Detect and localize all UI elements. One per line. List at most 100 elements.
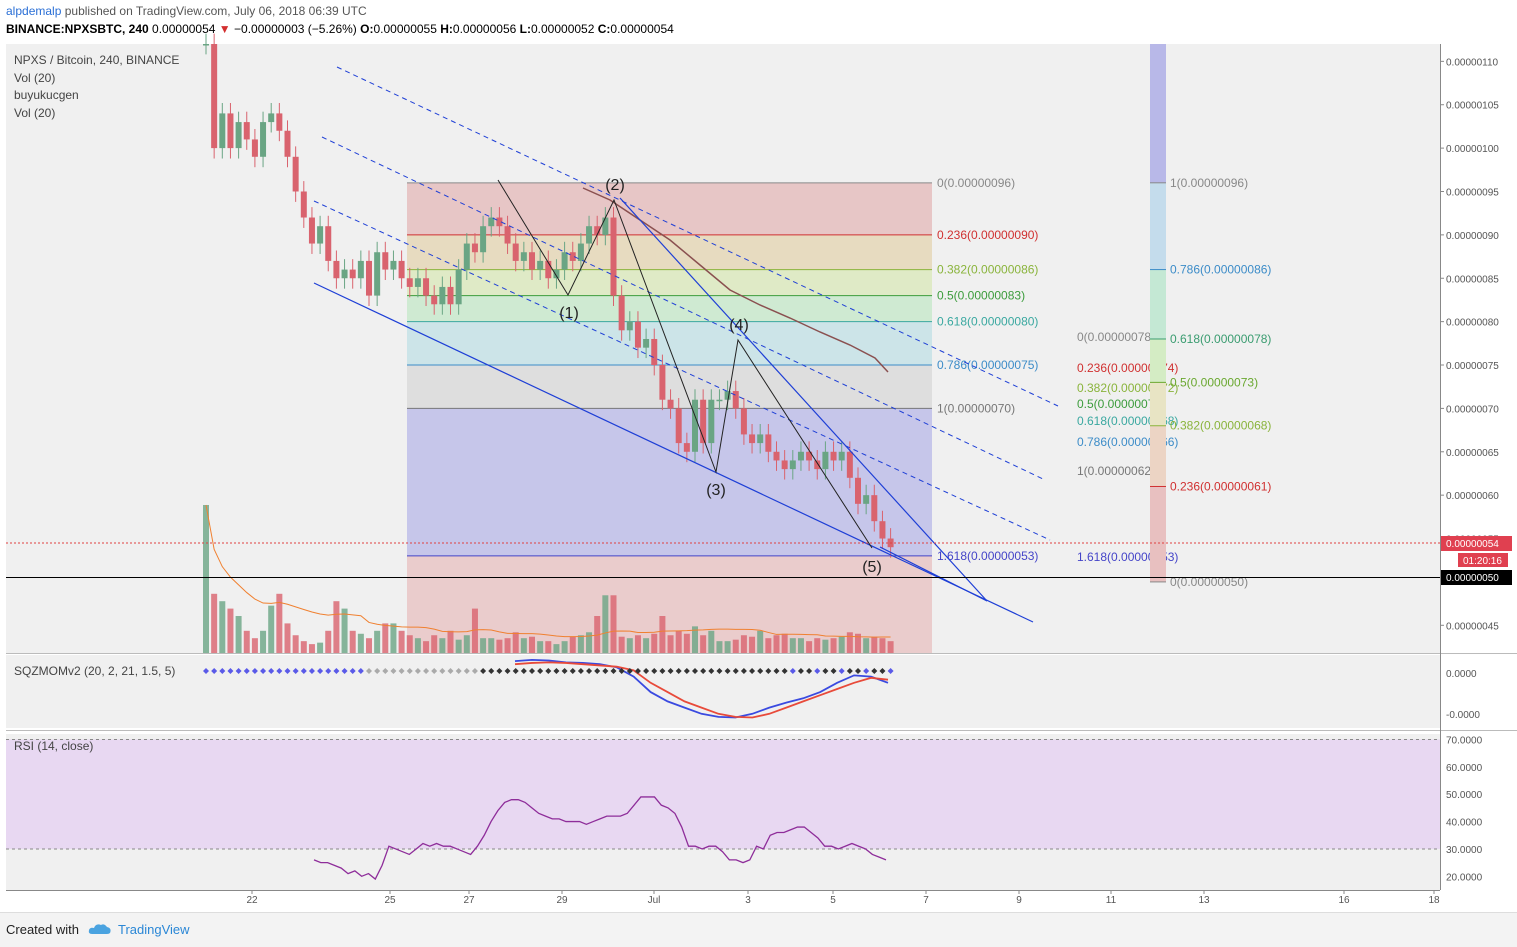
squeeze-dot (757, 668, 764, 674)
volume-bar (390, 623, 397, 653)
candle-body (879, 521, 886, 539)
squeeze-dot (545, 668, 552, 674)
x-tick-label: 25 (384, 895, 396, 906)
squeeze-dot (480, 668, 487, 674)
candle-body (863, 495, 870, 504)
fib-zone (407, 295, 932, 322)
volume-bar (667, 635, 674, 653)
squeeze-dot (634, 668, 641, 674)
squeeze-dot (333, 668, 340, 674)
squeeze-dot (398, 668, 405, 674)
chart-canvas[interactable]: 0.00000110 0.00000105 0.00000100 0.00000095… (0, 0, 1517, 912)
close-label: C: (597, 22, 611, 36)
candle-body (406, 278, 413, 287)
squeeze-dot (586, 668, 593, 674)
vol-legend-2: Vol (20) (14, 106, 56, 120)
candle-body (553, 269, 560, 279)
volume-bar (529, 636, 535, 653)
volume-bar (700, 635, 707, 653)
candle-body (822, 451, 829, 470)
volume-bar (708, 630, 715, 653)
squeeze-dot (830, 668, 837, 674)
volume-bar (235, 616, 242, 653)
squeeze-dot (325, 668, 332, 674)
x-tick-label: 13 (1198, 895, 1210, 906)
squeeze-dot (814, 668, 821, 674)
squeeze-dot (268, 668, 275, 674)
candle-body (781, 460, 788, 470)
squeeze-dot (520, 668, 527, 674)
rsi-y-tick-label: 40.0000 (1446, 818, 1483, 829)
fib-far-zone (1150, 269, 1166, 339)
squeeze-dot (406, 668, 413, 674)
candle-body (675, 408, 682, 444)
candle-body (740, 408, 747, 435)
fib-far-label: 0.5(0.00000073) (1170, 375, 1258, 389)
volume-bar (284, 623, 291, 653)
squeeze-dot (675, 668, 682, 674)
candle-body (292, 156, 299, 192)
volume-bar (692, 626, 698, 653)
volume-bar (781, 633, 788, 653)
squeeze-dot (569, 668, 576, 674)
squeeze-dot (667, 668, 674, 674)
candle-body (626, 321, 633, 331)
volume-bar (512, 632, 519, 653)
squeeze-dot (423, 668, 430, 674)
volume-bar (317, 642, 324, 653)
sqz-pane (6, 655, 1440, 728)
squeeze-dot (708, 668, 715, 674)
fib-far-zone (1150, 425, 1166, 487)
indicator-legend: buyukucgen (14, 88, 79, 102)
candle-body (806, 451, 813, 461)
candle-body (431, 295, 438, 305)
candle-body (496, 217, 503, 227)
fib-zone (407, 182, 932, 235)
squeeze-dot (366, 668, 372, 674)
squeeze-dot (300, 668, 307, 674)
author-link[interactable]: alpdemalp (6, 4, 62, 18)
volume-bar (292, 635, 299, 653)
published-text: published on TradingView.com, July 06, 2… (64, 4, 367, 18)
created-with: Created with (6, 922, 79, 937)
volume-bar (414, 638, 421, 653)
rsi-y-tick-label: 60.0000 (1446, 763, 1483, 774)
squeeze-dot (602, 668, 609, 674)
wave-label: (3) (706, 482, 726, 499)
tradingview-link[interactable]: TradingView (118, 922, 190, 937)
y-tick-label: 0.00000065 (1446, 448, 1499, 459)
sqz-legend: SQZMOMv2 (20, 2, 21, 1.5, 5) (14, 664, 176, 678)
candle-body (757, 434, 764, 444)
squeeze-dot (357, 668, 364, 674)
wave-label: (5) (862, 559, 882, 576)
candle-body (284, 130, 291, 157)
channel-lower-line (313, 282, 1034, 623)
squeeze-dot (618, 668, 625, 674)
volume-bar (634, 635, 641, 653)
squeeze-dot (414, 668, 421, 674)
channel-dashed-line (321, 136, 1044, 480)
squeeze-dot (594, 668, 601, 674)
candle-body (374, 252, 381, 296)
y-tick-label: 0.00000075 (1446, 361, 1499, 372)
volume-bar (366, 638, 372, 653)
fib-right-label: 0(0.00000078) (1077, 330, 1155, 344)
volume-bar (251, 638, 258, 653)
squeeze-dot (749, 668, 756, 674)
fib-level-label: 0.618(0.00000080) (937, 315, 1038, 329)
candle-body (366, 260, 372, 296)
squeeze-dot (341, 668, 348, 674)
candle-body (333, 260, 340, 279)
volume-bar (243, 630, 250, 653)
volume-bar (349, 630, 356, 653)
x-tick-label: 16 (1338, 895, 1350, 906)
rsi-y-tick-label: 70.0000 (1446, 735, 1483, 746)
wave-label: (4) (729, 317, 749, 334)
rsi-y-tick-label: 50.0000 (1446, 790, 1483, 801)
squeeze-dot (732, 668, 739, 674)
volume-bar (300, 641, 307, 653)
candle-body (724, 391, 731, 400)
squeeze-dot (683, 668, 690, 674)
volume-bar (846, 632, 853, 653)
squeeze-dot (431, 668, 438, 674)
